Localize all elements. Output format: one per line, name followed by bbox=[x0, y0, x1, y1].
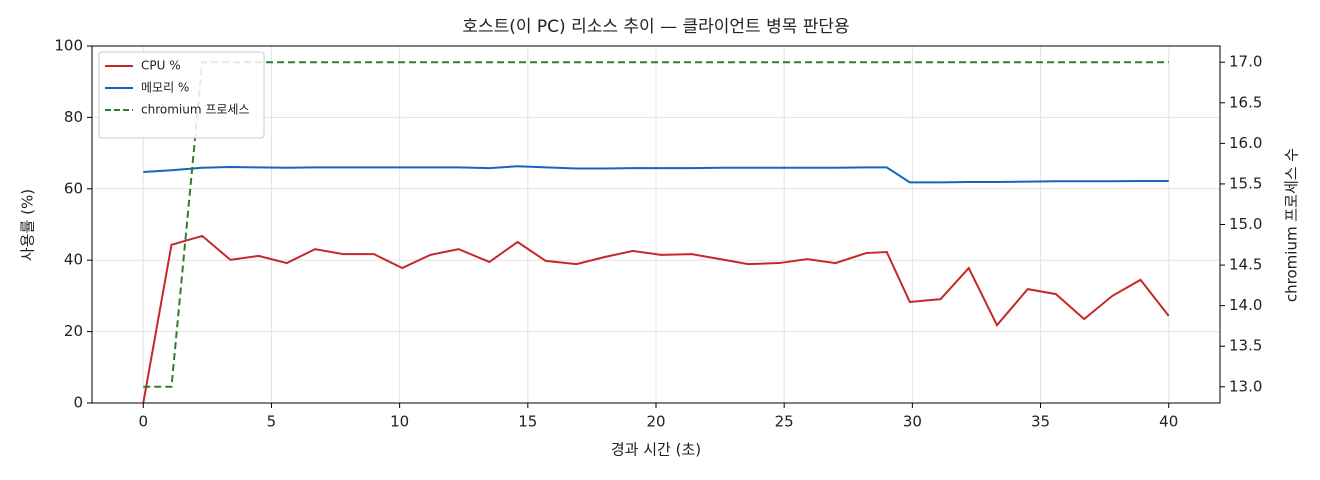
y2-tick-label: 17.0 bbox=[1229, 53, 1262, 71]
y2-tick-label: 13.5 bbox=[1229, 337, 1262, 355]
series-line bbox=[143, 165, 1169, 184]
legend-label: chromium 프로세스 bbox=[141, 103, 250, 117]
y-tick-label: 20 bbox=[64, 322, 83, 340]
y2-tick-label: 14.5 bbox=[1229, 256, 1262, 274]
y-tick-label: 40 bbox=[64, 251, 83, 269]
legend: CPU % 메모리 % chromium 프로세스 bbox=[98, 51, 265, 139]
y2-tick-label: 16.5 bbox=[1229, 93, 1262, 111]
y-tick-label: 100 bbox=[54, 37, 83, 55]
y2-tick-label: 15.0 bbox=[1229, 215, 1262, 233]
legend-label: 메모리 % bbox=[141, 81, 189, 95]
x-axis-label: 경과 시간 (초) bbox=[611, 441, 701, 459]
x-tick-label: 0 bbox=[138, 413, 148, 431]
plot-frame bbox=[91, 45, 1221, 404]
y2-tick-label: 16.0 bbox=[1229, 134, 1262, 152]
x-tick-label: 20 bbox=[646, 413, 665, 431]
x-tick-label: 35 bbox=[1031, 413, 1050, 431]
x-tick-label: 40 bbox=[1159, 413, 1178, 431]
legend-label: CPU % bbox=[141, 59, 181, 73]
y2-tick-label: 13.0 bbox=[1229, 377, 1262, 395]
series-line bbox=[143, 61, 1169, 388]
legend-box bbox=[98, 51, 265, 139]
y2-axis-label: chromium 프로세스 수 bbox=[1283, 148, 1301, 302]
y2-tick-label: 15.5 bbox=[1229, 174, 1262, 192]
x-tick-label: 25 bbox=[775, 413, 794, 431]
x-tick-label: 15 bbox=[518, 413, 537, 431]
y-axis-label: 사용률 (%) bbox=[19, 189, 37, 261]
x-tick-label: 10 bbox=[390, 413, 409, 431]
y2-tick-label: 14.0 bbox=[1229, 296, 1262, 314]
y-tick-label: 0 bbox=[73, 394, 83, 412]
series-line bbox=[142, 234, 1170, 404]
x-tick-label: 30 bbox=[903, 413, 922, 431]
chart-title: 호스트(이 PC) 리소스 추이 — 클라이언트 병목 판단용 bbox=[462, 17, 849, 37]
x-tick-label: 5 bbox=[267, 413, 277, 431]
y-tick-label: 80 bbox=[64, 108, 83, 126]
y-tick-label: 60 bbox=[64, 179, 83, 197]
